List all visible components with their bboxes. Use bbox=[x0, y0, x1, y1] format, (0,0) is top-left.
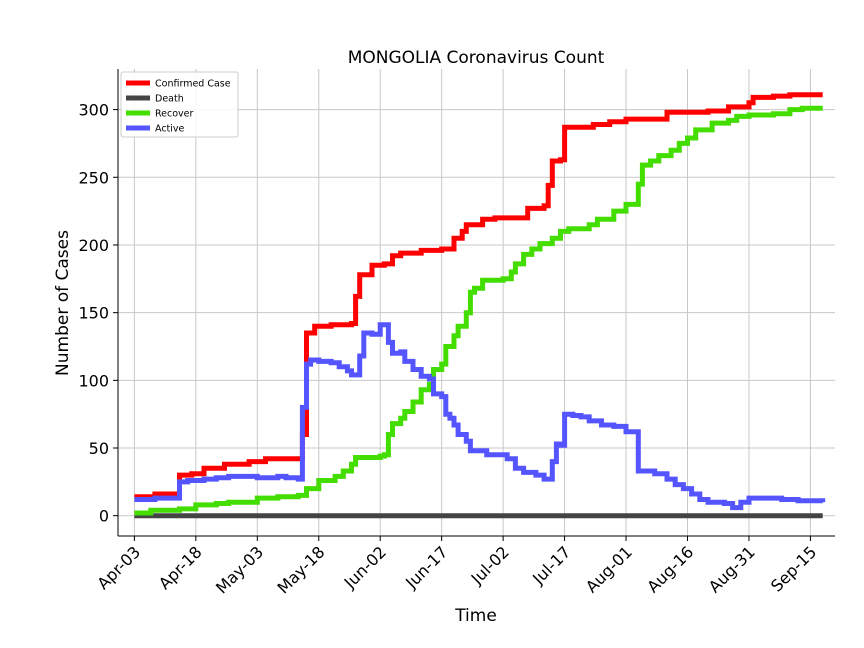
axes bbox=[117, 69, 835, 537]
series-line-recover bbox=[134, 105, 823, 516]
x-tick-label: Sep-15 bbox=[767, 542, 820, 595]
legend-label-confirmed-case: Confirmed Case bbox=[155, 79, 231, 90]
x-tick-label: Apr-18 bbox=[155, 542, 206, 593]
legend-frame bbox=[120, 71, 239, 138]
series-line-confirmed-case bbox=[134, 92, 823, 500]
y-tick-label: 0 bbox=[99, 507, 109, 526]
series-lines bbox=[134, 92, 826, 519]
x-tick-label: Jun-02 bbox=[340, 542, 390, 592]
x-tick-label: Aug-31 bbox=[705, 542, 759, 596]
y-ticks: 0 50 100 150 200 250 300 bbox=[78, 101, 118, 526]
legend-label-recover: Recover bbox=[155, 109, 194, 120]
y-tick-label: 200 bbox=[78, 236, 109, 255]
chart-title: MONGOLIA Coronavirus Count bbox=[348, 48, 605, 68]
x-tick-label: Jun-17 bbox=[401, 542, 451, 592]
x-tick-label: Aug-01 bbox=[582, 542, 636, 596]
legend: Confirmed Case Death Recover Active bbox=[120, 71, 239, 138]
x-tick-label: Jul-02 bbox=[467, 542, 513, 588]
x-tick-label: Apr-03 bbox=[93, 542, 144, 593]
y-tick-label: 250 bbox=[78, 168, 109, 187]
y-tick-label: 50 bbox=[89, 439, 109, 458]
y-tick-label: 300 bbox=[78, 101, 109, 120]
x-axis-title: Time bbox=[454, 606, 497, 626]
y-tick-label: 150 bbox=[78, 304, 109, 323]
x-tick-label: May-18 bbox=[273, 542, 328, 597]
series-line-active bbox=[134, 322, 826, 511]
x-ticks: Apr-03 Apr-18 May-03 May-18 Jun-02 Jun-17 Jul-… bbox=[93, 536, 820, 598]
x-tick-label: Jul-17 bbox=[528, 542, 574, 588]
legend-label-active: Active bbox=[155, 124, 185, 135]
y-axis-title: Number of Cases bbox=[53, 230, 73, 376]
x-tick-label: Aug-16 bbox=[643, 542, 697, 596]
legend-label-death: Death bbox=[155, 94, 184, 105]
x-tick-label: May-03 bbox=[212, 542, 267, 597]
y-tick-label: 100 bbox=[78, 371, 109, 390]
